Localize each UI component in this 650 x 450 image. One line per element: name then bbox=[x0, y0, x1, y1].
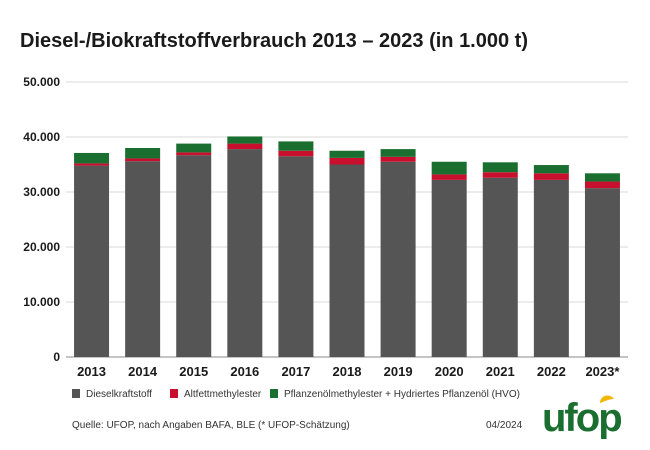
y-tick-label: 50.000 bbox=[23, 75, 60, 89]
x-tick-label: 2019 bbox=[384, 364, 413, 379]
x-tick-label: 2014 bbox=[128, 364, 158, 379]
bar-segment bbox=[533, 173, 569, 180]
bar-segment bbox=[482, 177, 518, 357]
bar-segment bbox=[125, 158, 161, 162]
bar-segment bbox=[431, 179, 467, 357]
bar-segment bbox=[125, 148, 161, 159]
legend-swatch bbox=[170, 389, 178, 398]
x-tick-label: 2017 bbox=[281, 364, 310, 379]
x-tick-label: 2021 bbox=[486, 364, 515, 379]
y-tick-label: 0 bbox=[53, 350, 60, 364]
legend-swatch bbox=[270, 389, 278, 398]
bar-segment bbox=[278, 150, 314, 157]
bar-segment bbox=[584, 173, 620, 182]
date-stamp: 04/2024 bbox=[486, 420, 523, 431]
bar-segment bbox=[227, 136, 263, 144]
bar-segment bbox=[380, 149, 416, 157]
source-note: Quelle: UFOP, nach Angaben BAFA, BLE (* … bbox=[72, 420, 350, 431]
bar-segment bbox=[74, 165, 110, 357]
bar-segment bbox=[329, 150, 365, 158]
legend-label: Pflanzenölmethylester + Hydriertes Pflan… bbox=[284, 389, 520, 400]
bar-segment bbox=[431, 174, 467, 180]
bar-segment bbox=[278, 141, 314, 151]
y-tick-label: 10.000 bbox=[23, 295, 60, 309]
legend-swatch bbox=[72, 389, 80, 398]
bar-segment bbox=[227, 149, 263, 357]
bar-segment bbox=[278, 156, 314, 357]
bar-segment bbox=[482, 172, 518, 178]
x-axis-labels: 2013 2014 2015 2016 2017 2018 2019 2020 2021 2022… bbox=[77, 364, 620, 379]
bar-segment bbox=[533, 179, 569, 357]
x-tick-label: 2016 bbox=[230, 364, 259, 379]
bar-segment bbox=[74, 163, 110, 166]
bar-segment bbox=[125, 161, 161, 357]
bar-segment bbox=[329, 157, 365, 165]
bar-segment bbox=[482, 162, 518, 173]
legend-label: Altfettmethylester bbox=[184, 389, 262, 400]
x-tick-label: 2020 bbox=[435, 364, 464, 379]
chart-title: Diesel-/Biokraftstoffverbrauch 2013 – 20… bbox=[20, 30, 528, 52]
y-tick-label: 20.000 bbox=[23, 240, 60, 254]
y-axis-labels: 0 10.000 20.000 30.000 40.000 50.000 bbox=[23, 75, 60, 364]
bar-segment bbox=[584, 188, 620, 357]
svg-text:ufop: ufop bbox=[542, 396, 621, 439]
bar-segment bbox=[584, 181, 620, 189]
bars bbox=[74, 136, 620, 357]
x-tick-label: 2018 bbox=[333, 364, 362, 379]
bar-segment bbox=[176, 152, 212, 156]
bar-segment bbox=[431, 161, 467, 175]
x-tick-label: 2022 bbox=[537, 364, 566, 379]
bar-segment bbox=[74, 152, 110, 164]
bar-segment bbox=[176, 155, 212, 357]
bar-segment bbox=[176, 143, 212, 153]
legend: Dieselkraftstoff Altfettmethylester Pflanz… bbox=[72, 389, 520, 400]
bar-segment bbox=[329, 164, 365, 357]
bar-segment bbox=[380, 156, 416, 162]
y-tick-label: 40.000 bbox=[23, 130, 60, 144]
x-tick-label: 2023* bbox=[585, 364, 620, 379]
bar-segment bbox=[533, 165, 569, 174]
bar-segment bbox=[380, 161, 416, 357]
y-tick-label: 30.000 bbox=[23, 185, 60, 199]
ufop-logo: ufop bbox=[542, 395, 623, 439]
x-tick-label: 2015 bbox=[179, 364, 208, 379]
legend-label: Dieselkraftstoff bbox=[86, 389, 152, 400]
bar-segment bbox=[227, 143, 263, 150]
x-tick-label: 2013 bbox=[77, 364, 106, 379]
leaf-icon bbox=[600, 395, 614, 403]
